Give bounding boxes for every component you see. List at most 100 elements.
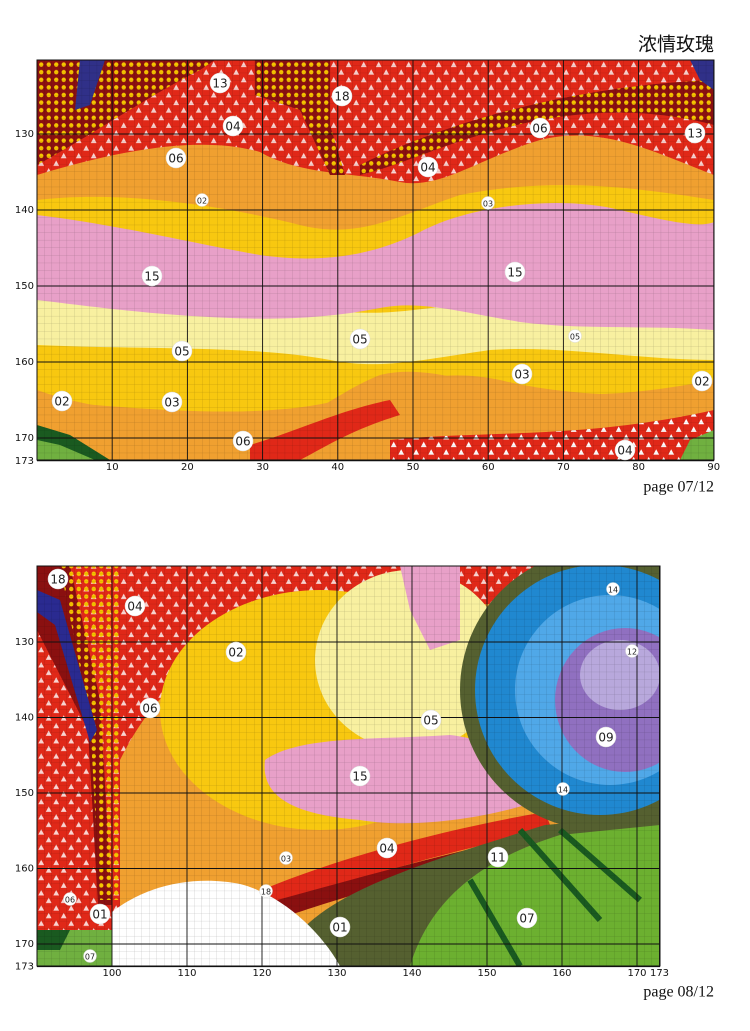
symbol-badge <box>83 949 97 963</box>
row-label: 160 <box>15 864 34 875</box>
color-symbol: 04 <box>617 444 632 458</box>
chart-page-07: page 07/12 130 140 150 160 170 173 10 20 30 40 50 6… <box>15 59 720 496</box>
symbol-badge <box>556 782 570 796</box>
color-symbol: 15 <box>144 270 159 284</box>
col-label: 130 <box>327 968 346 979</box>
col-label: 110 <box>177 968 196 979</box>
row-label: 170 <box>15 433 34 444</box>
row-label: 130 <box>15 129 34 140</box>
symbol-badge <box>595 726 617 748</box>
symbol-badge <box>124 595 146 617</box>
symbol-badge <box>481 196 495 210</box>
row-label: 140 <box>15 205 34 216</box>
symbol-badge <box>161 391 183 413</box>
color-symbol: 05 <box>423 714 438 728</box>
color-symbol: 18 <box>334 90 349 104</box>
symbol-badge <box>487 846 509 868</box>
symbol-badge <box>259 884 273 898</box>
color-symbol: 15 <box>507 266 522 280</box>
color-symbol: 11 <box>490 851 505 865</box>
symbol-badge <box>222 115 244 137</box>
color-symbol: 02 <box>197 197 207 206</box>
grid-border <box>36 565 661 967</box>
row-label: 140 <box>15 713 34 724</box>
symbol-badge <box>606 582 620 596</box>
color-symbol: 02 <box>54 395 69 409</box>
color-symbol: 01 <box>92 908 107 922</box>
color-symbol: 14 <box>608 586 618 595</box>
color-symbol: 02 <box>694 375 709 389</box>
col-label: 173 <box>650 968 669 979</box>
col-label: 90 <box>707 462 720 473</box>
col-label: 10 <box>106 462 119 473</box>
page-label: page 08/12 <box>643 984 714 1001</box>
symbol-badge <box>504 261 526 283</box>
color-symbol: 04 <box>379 842 394 856</box>
color-symbol: 09 <box>598 731 613 745</box>
color-symbol: 05 <box>570 333 580 342</box>
color-symbol: 18 <box>261 888 271 897</box>
symbol-badge <box>89 903 111 925</box>
symbol-badge <box>349 328 371 350</box>
title: 浓情玫瑰 <box>638 34 714 56</box>
symbol-badge <box>63 892 77 906</box>
col-label: 30 <box>256 462 269 473</box>
symbol-badge <box>51 390 73 412</box>
color-symbol: 06 <box>65 896 75 905</box>
row-label: 160 <box>15 357 34 368</box>
symbol-badge <box>417 156 439 178</box>
color-symbol: 06 <box>235 435 250 449</box>
color-symbol: 05 <box>352 333 367 347</box>
symbol-badge <box>376 837 398 859</box>
symbol-badge <box>171 340 193 362</box>
color-symbol: 06 <box>532 122 547 136</box>
symbol-badge <box>516 907 538 929</box>
col-label: 160 <box>552 968 571 979</box>
color-symbol: 18 <box>50 573 65 587</box>
col-label: 100 <box>102 968 121 979</box>
symbol-badge <box>529 117 551 139</box>
color-symbol: 07 <box>519 912 534 926</box>
col-label: 140 <box>402 968 421 979</box>
color-symbol: 03 <box>514 368 529 382</box>
col-label: 20 <box>181 462 194 473</box>
symbol-badge <box>165 147 187 169</box>
row-label: 150 <box>15 281 34 292</box>
color-symbol: 03 <box>281 855 291 864</box>
symbol-badge <box>691 370 713 392</box>
grid-border <box>36 59 715 461</box>
stitch-area <box>37 60 714 460</box>
color-symbol: 05 <box>174 345 189 359</box>
color-symbol: 03 <box>483 200 493 209</box>
stitch-area <box>37 566 660 966</box>
symbol-badge <box>232 430 254 452</box>
col-label: 170 <box>627 968 646 979</box>
color-symbol: 15 <box>352 770 367 784</box>
col-label: 50 <box>407 462 420 473</box>
symbol-badge <box>47 568 69 590</box>
symbol-badge <box>209 72 231 94</box>
color-symbol: 04 <box>127 600 142 614</box>
row-label: 173 <box>15 456 34 467</box>
symbol-badge <box>139 697 161 719</box>
symbol-badge <box>420 709 442 731</box>
row-label: 173 <box>15 962 34 973</box>
color-symbol: 02 <box>228 646 243 660</box>
color-symbol: 04 <box>420 161 435 175</box>
color-symbol: 06 <box>142 702 157 716</box>
col-label: 120 <box>252 968 271 979</box>
symbol-badge <box>511 363 533 385</box>
color-symbol: 13 <box>212 77 227 91</box>
color-symbol: 01 <box>332 921 347 935</box>
page-label: page 07/12 <box>643 479 714 496</box>
symbol-badge <box>331 85 353 107</box>
col-label: 80 <box>632 462 645 473</box>
symbol-badge <box>195 193 209 207</box>
symbol-badge <box>684 122 706 144</box>
symbol-badge <box>614 439 636 461</box>
color-symbol: 14 <box>558 786 568 795</box>
col-label: 60 <box>482 462 495 473</box>
symbol-badge <box>329 916 351 938</box>
color-symbol: 07 <box>85 953 95 962</box>
